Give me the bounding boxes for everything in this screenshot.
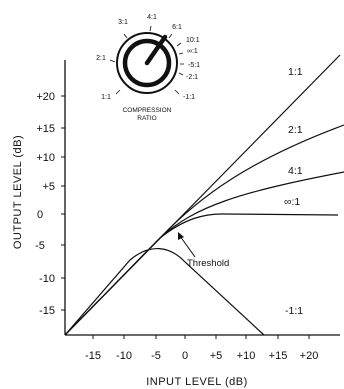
knob-scale-tick — [109, 59, 116, 63]
curve-label: 4:1 — [288, 165, 303, 177]
knob-scale-label: 10:1 — [186, 37, 200, 44]
y-tick-label: 0 — [37, 209, 43, 221]
knob-scale-tick — [178, 72, 184, 76]
x-tick-label: -10 — [116, 350, 132, 362]
knob-scale-tick — [149, 25, 152, 32]
y-tick-label: +10 — [36, 152, 55, 164]
knob-scale-tick — [115, 89, 121, 95]
knob-inner-ring — [122, 38, 172, 88]
knob-scale-label: ∞:1 — [187, 48, 198, 55]
x-axis-ticks: -15 -10 -5 0 +5 +10 +15 +20 — [85, 335, 318, 362]
x-tick-label: +20 — [300, 350, 319, 362]
curve-negative-1-1 — [64, 247, 265, 336]
knob-scale-label: 4:1 — [147, 14, 157, 21]
curve-label: 1:1 — [288, 66, 303, 78]
x-tick-label: +5 — [210, 350, 223, 362]
y-tick-label: -5 — [35, 240, 45, 252]
x-tick-label: 0 — [182, 350, 188, 362]
knob-caption: RATIO — [137, 115, 156, 122]
threshold-label: Threshold — [187, 258, 229, 269]
knob-scale-label: 3:1 — [118, 19, 128, 26]
knob-scale-tick — [174, 89, 180, 95]
y-axis-title: OUTPUT LEVEL (dB) — [12, 135, 24, 249]
y-tick-label: -15 — [39, 305, 55, 317]
threshold-arrowhead — [178, 232, 184, 240]
knob-scale-label: -2:1 — [186, 74, 198, 81]
curve-label: -1:1 — [285, 305, 303, 317]
x-tick-label: -5 — [151, 350, 161, 362]
knob-scale-label: 6:1 — [172, 24, 182, 31]
knob-scale-tick — [123, 33, 128, 39]
curve-label: ∞:1 — [284, 196, 300, 208]
curve-2-1 — [64, 124, 344, 336]
threshold-pointer-line — [179, 235, 196, 258]
knob-outer-ring — [116, 32, 178, 94]
knob-scale-tick — [176, 42, 182, 47]
transfer-curves — [64, 54, 344, 336]
y-tick-label: +15 — [36, 123, 55, 135]
knob-caption: COMPRESSION — [123, 107, 172, 114]
x-tick-label: +15 — [269, 350, 288, 362]
y-axis-ticks: +20 +15 +10 +5 0 -5 -10 -15 — [35, 91, 65, 317]
curve-4-1 — [64, 171, 344, 336]
knob-scale-label: 2:1 — [96, 55, 106, 62]
knob-scale-label: -1:1 — [183, 94, 195, 101]
knob-scale-tick — [168, 33, 173, 39]
threshold-annotation: Threshold — [178, 232, 229, 269]
knob-scale-label: -5:1 — [188, 62, 200, 69]
knob-scale-tick — [178, 52, 184, 55]
curve-label: 2:1 — [288, 124, 303, 136]
axes — [64, 60, 340, 336]
knob-pointer — [144, 34, 168, 66]
compression-ratio-knob: 1:1 2:1 3:1 4:1 6:1 10:1 ∞:1 -5:1 -2:1 -… — [96, 14, 200, 122]
curve-infinity-1 — [64, 213, 339, 336]
x-tick-label: +10 — [237, 350, 256, 362]
y-tick-label: -10 — [39, 273, 55, 285]
x-tick-label: -15 — [85, 350, 101, 362]
x-axis-title: INPUT LEVEL (dB) — [146, 376, 248, 388]
y-tick-label: +5 — [42, 181, 55, 193]
y-tick-label: +20 — [36, 91, 55, 103]
knob-scale-label: 1:1 — [101, 94, 111, 101]
